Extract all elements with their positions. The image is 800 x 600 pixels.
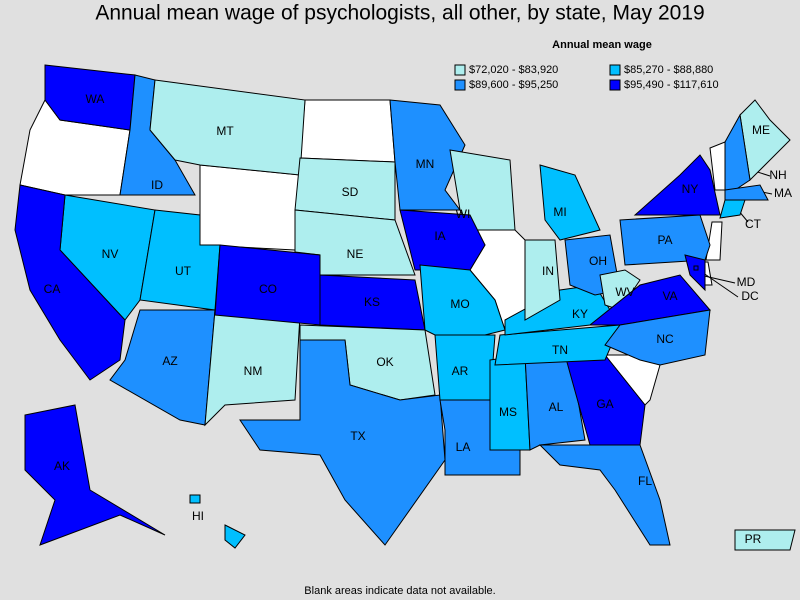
state [489,354,531,451]
legend-label: $85,270 - $88,880 [624,64,713,76]
state-label: NH [769,168,786,182]
state-label: TN [552,343,568,357]
state-label: AK [54,459,70,473]
state [399,209,486,271]
state-label: MS [499,405,517,419]
blank-states [19,99,726,406]
legend-swatch [454,64,466,76]
states [14,64,796,551]
state [693,265,699,271]
state [684,254,706,292]
state-label: AZ [162,354,177,368]
state-label: WI [456,207,471,221]
state [239,339,446,546]
legend-swatch [609,79,621,91]
state-label: CA [44,282,61,296]
footnote: Blank areas indicate data not available. [304,585,495,597]
state-label: MN [416,157,435,171]
state [419,264,506,336]
state-label: TX [350,429,365,443]
leader-line [699,274,736,284]
state-label: NM [244,364,263,378]
state-label: MO [450,297,469,311]
legend-swatch [609,64,621,76]
legend-label: $72,020 - $83,920 [469,64,558,76]
state-label: UT [175,264,192,278]
state-label: IA [434,229,445,243]
state [524,239,561,321]
state [14,184,126,381]
state [724,113,751,191]
state-label: IN [542,264,554,278]
state [619,214,711,266]
state [24,404,166,546]
state-label: KS [364,295,380,309]
state-label: NV [102,247,119,261]
state-label: ME [752,123,770,137]
state-label: MT [216,124,234,138]
state-label: PR [745,532,762,546]
state-nd [299,99,396,163]
state-label: MA [774,186,792,200]
state [633,154,721,216]
state-label: MI [553,205,566,219]
state-label: GA [596,397,613,411]
state-label: AR [452,364,469,378]
state-label: MD [737,275,756,289]
state-label: OK [376,355,393,369]
state-label: OH [589,254,607,268]
legend-title: Annual mean wage [552,39,652,51]
state-wy [199,164,301,251]
state-label: DC [741,289,759,303]
state-label: NE [347,247,364,261]
state-label: WV [615,285,634,299]
state-label: NY [682,182,699,196]
state-label: CT [745,217,762,231]
state [539,164,601,241]
legend-label: $89,600 - $95,250 [469,79,558,91]
state [44,64,136,131]
state-label: LA [456,440,471,454]
state [588,274,711,326]
state-label: CO [259,282,277,296]
state-label: HI [192,509,204,523]
state [494,324,621,366]
state-label: SD [342,185,359,199]
state [149,79,306,176]
state-label: ID [151,178,163,192]
state [389,99,466,211]
state [719,199,746,219]
state-label: VA [662,289,677,303]
state [724,184,769,201]
map-title: Annual mean wage of psychologists, all o… [95,2,704,25]
state-label: FL [638,474,652,488]
state-label: WA [86,92,105,106]
state [449,149,516,231]
state-label: NC [656,332,674,346]
state [189,494,246,549]
state-label: PA [657,233,672,247]
state [604,309,711,366]
state [734,529,796,551]
state-label: KY [572,307,588,321]
legend-label: $95,490 - $117,610 [624,79,719,91]
legend-swatch [454,79,466,91]
state-label: AL [549,400,564,414]
state [538,444,671,546]
